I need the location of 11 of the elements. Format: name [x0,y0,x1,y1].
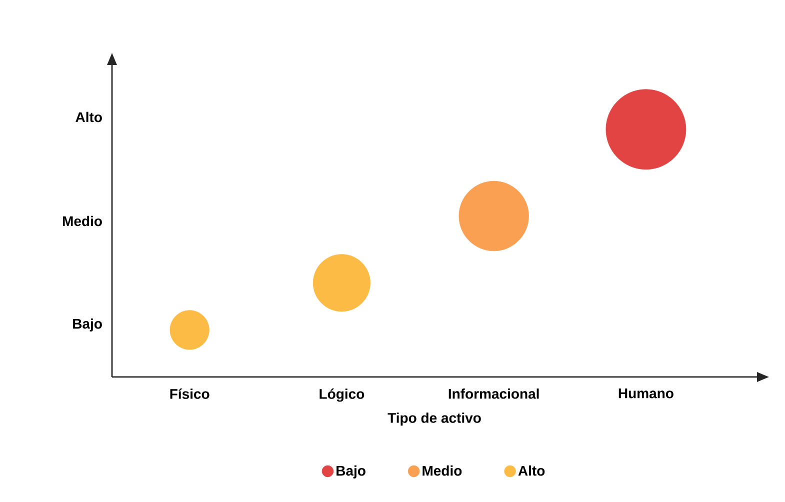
legend-label: Bajo [336,465,366,478]
x-tick-label: Físico [170,388,210,399]
x-axis-title: Tipo de activo [388,412,481,426]
legend-label: Alto [518,465,545,476]
text: Alto [76,112,102,122]
text: Medio [62,216,102,226]
x-tick-label: Informacional [448,388,539,399]
text: Bajo [73,318,102,332]
x-tick-label: Lógico [320,388,364,402]
legend-label: Medio [422,465,462,476]
x-tick-label: Humano [618,388,674,398]
